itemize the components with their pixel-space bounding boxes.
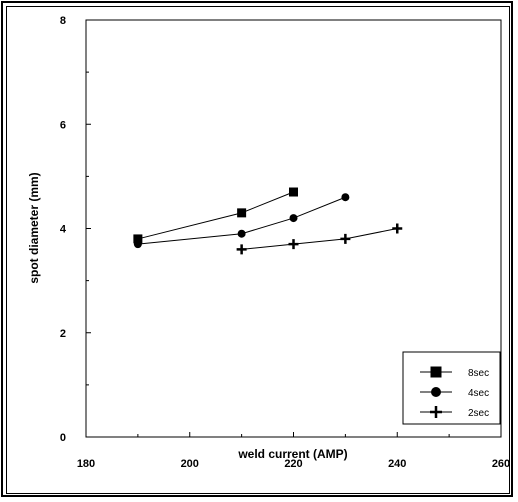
legend-label: 4sec — [468, 388, 489, 399]
data-point-circle — [237, 229, 246, 238]
y-axis-title: spot diameter (mm) — [27, 172, 41, 283]
series-line — [241, 228, 398, 250]
legend-label: 2sec — [468, 408, 489, 419]
legend-label: 8sec — [468, 368, 489, 379]
data-point-plus — [236, 244, 247, 255]
axis-ticks: 180 200 220 240 260 0 2 4 6 8 — [60, 15, 510, 470]
data-point-circle — [133, 240, 142, 249]
data-point-square — [289, 187, 298, 197]
legend: 8sec 4sec 2sec — [402, 351, 501, 425]
data-point-plus — [392, 223, 403, 234]
y-tick-label: 8 — [60, 15, 66, 27]
y-tick-label: 4 — [60, 224, 67, 236]
y-tick-label: 0 — [60, 432, 66, 444]
y-tick-label: 2 — [60, 328, 66, 340]
series-2sec — [236, 223, 403, 255]
x-axis-title: weld current (AMP) — [237, 447, 347, 461]
data-point-circle — [341, 193, 350, 202]
data-point-square — [133, 234, 143, 244]
series-4sec — [133, 193, 350, 249]
x-tick-label: 240 — [388, 458, 406, 470]
y-tick-label: 6 — [60, 119, 66, 131]
x-tick-label: 220 — [284, 458, 302, 470]
x-tick-label: 180 — [77, 458, 95, 470]
x-tick-label: 260 — [492, 458, 510, 470]
figure-inner-border — [6, 6, 510, 494]
data-point-circle — [289, 214, 298, 223]
data-point-circle — [431, 387, 441, 397]
figure-outer-border — [1, 1, 513, 497]
data-point-plus — [340, 233, 351, 244]
x-tick-label: 200 — [181, 458, 199, 470]
series-line — [137, 196, 346, 245]
series-line — [137, 191, 294, 240]
data-point-square — [430, 366, 442, 378]
data-point-square — [237, 208, 247, 218]
data-series — [133, 187, 403, 255]
data-point-plus — [288, 239, 299, 250]
series-8sec — [133, 187, 298, 244]
data-point-plus — [430, 406, 442, 418]
